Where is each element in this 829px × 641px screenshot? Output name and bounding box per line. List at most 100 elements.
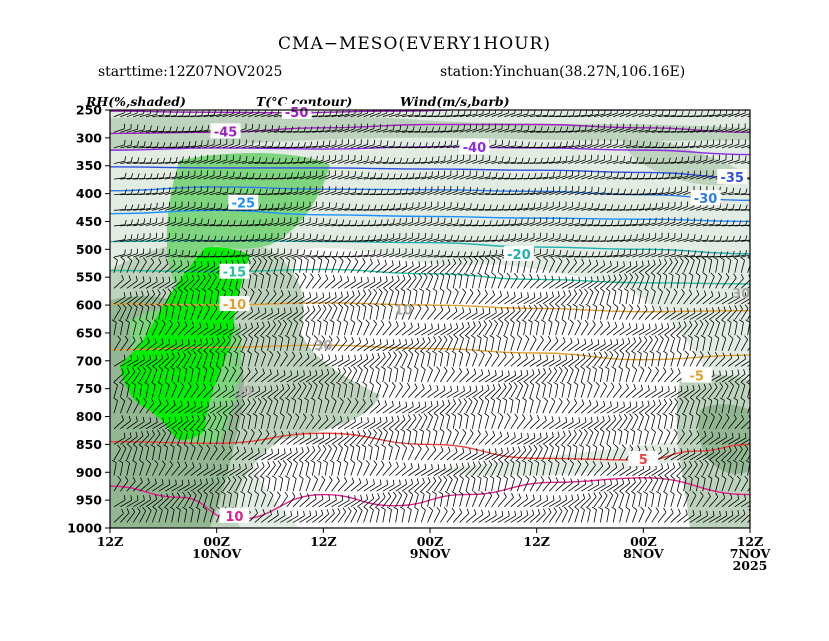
wind-barb [465,128,477,133]
wind-barb-flag [436,260,439,266]
wind-barb [299,206,311,211]
wind-barb-flag [233,187,236,193]
wind-barb [267,514,279,523]
wind-barb [209,291,213,305]
wind-barb [357,209,369,211]
wind-barb-flag [358,366,363,371]
wind-barb-flag [393,124,395,130]
wind-barb [318,174,330,180]
wind-barb [286,146,298,149]
wind-barb-flag [512,306,515,312]
wind-barb [318,278,329,289]
wind-barb-flag [220,235,223,241]
wind-barb [510,357,521,367]
wind-barb-flag [434,412,439,417]
wind-barb [388,495,397,508]
wind-barb-flag [288,319,293,324]
wind-barb-flag [272,320,276,326]
wind-barb [414,431,418,445]
wind-barb-flag [380,189,383,195]
wind-barb-flag [139,336,143,342]
wind-barb-flag [176,320,181,326]
wind-barb [491,387,501,398]
wind-barb [363,483,375,492]
wind-barb-flag [265,218,267,224]
wind-barb [158,161,170,164]
wind-barb [452,371,462,383]
wind-barb [421,161,433,164]
wind-barb-flag [205,338,209,344]
wind-barb [433,130,445,133]
wind-barb-flag [329,140,331,146]
wind-barb [229,160,240,164]
wind-barb-flag [381,460,385,466]
wind-barb-flag [213,444,218,450]
wind-barb [427,493,431,507]
wind-barb-flag [461,322,465,328]
wind-barb [254,478,259,492]
wind-barb-flag [271,125,274,131]
wind-barb [190,483,202,492]
wind-barb [465,401,473,414]
wind-barb [337,295,349,305]
wind-barb-flag [432,304,437,310]
wind-barb-flag [175,142,178,148]
wind-barb-flag [527,188,530,194]
wind-barb-flag [267,461,271,467]
wind-barb-flag [501,307,503,313]
wind-barb [485,239,497,242]
wind-barb [440,328,452,336]
wind-barb [184,386,192,398]
wind-barb-flag [367,429,372,434]
wind-barb-flag [397,275,400,281]
wind-barb-flag [259,272,264,276]
wind-barb [440,431,445,445]
wind-barb-flag [365,338,369,344]
wind-barb-flag [313,381,318,386]
wind-barb [408,468,420,476]
wind-barb-flag [276,384,279,390]
wind-barb-flag [177,461,181,466]
wind-barb-flag [366,494,369,500]
wind-barb [497,323,504,336]
wind-barb-flag [458,367,463,373]
wind-barb-flag [395,303,400,308]
wind-barb [190,265,203,274]
wind-barb-flag [257,307,260,313]
wind-barb [465,191,477,196]
wind-barb-flag [332,397,337,402]
wind-barb-flag [400,366,405,370]
wind-barb-flag [463,272,469,276]
wind-barb-flag [479,397,484,402]
wind-barb-flag [124,335,129,341]
wind-barb-flag [233,220,236,226]
wind-barb-flag [226,187,229,193]
wind-barb-flag [187,350,192,356]
wind-barb [267,400,273,414]
wind-barb-flag [470,203,472,209]
wind-barb [235,177,247,180]
wind-barb [299,259,303,273]
wind-barb-flag [176,303,182,308]
wind-barb [260,415,265,429]
wind-barb [267,237,279,242]
wind-barb-flag [292,492,296,497]
wind-barb [350,208,362,211]
wind-barb [267,260,273,273]
wind-barb-flag [411,338,414,344]
wind-barb [203,353,208,367]
wind-barb-flag [489,335,495,339]
wind-barb-flag [149,276,152,282]
wind-barb [305,374,318,383]
wind-barb-flag [276,369,279,375]
wind-barb-flag [259,475,265,479]
wind-barb-flag [424,261,427,267]
wind-barb-flag [310,256,316,261]
wind-barb [517,113,528,118]
wind-barb [280,495,289,508]
wind-barb [177,405,190,414]
wind-barb-flag [239,235,242,241]
wind-barb-flag [475,448,478,454]
wind-barb-flag [172,428,177,433]
wind-barb-flag [150,203,152,209]
